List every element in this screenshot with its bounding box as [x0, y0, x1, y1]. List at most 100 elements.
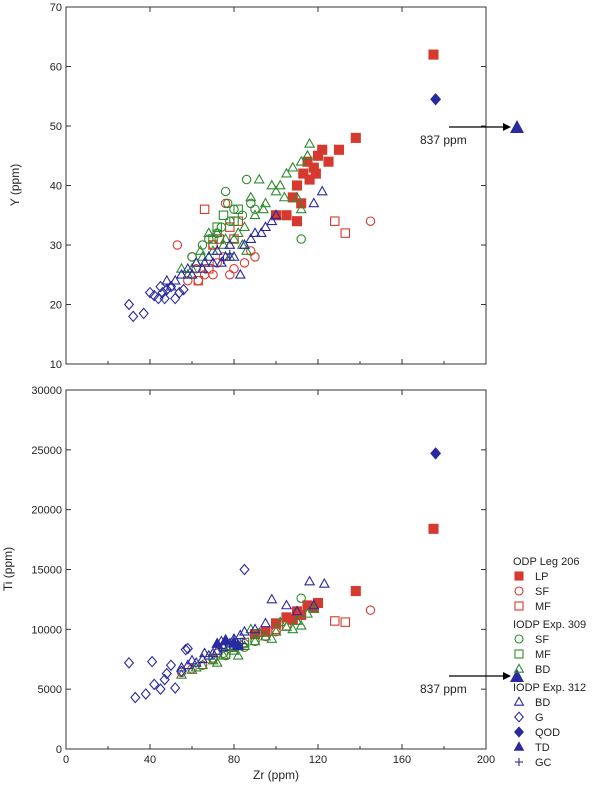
top-point-iodp-exp-312-qod: [430, 92, 442, 106]
bottom-point-iodp-exp-309-bd: [217, 649, 230, 660]
top-point-iodp-exp-309-sf: [296, 234, 306, 244]
top-point-odp-leg-206-sf: [229, 264, 239, 274]
bottom-x-tick-label: 40: [144, 754, 156, 766]
bottom-point-iodp-exp-312-g: [146, 655, 158, 668]
top-point-iodp-exp-309-mf: [212, 222, 222, 232]
top-point-odp-leg-206-lp: [304, 174, 315, 185]
bottom-x-tick-label: 0: [63, 754, 69, 766]
top-point-odp-leg-206-mf: [193, 275, 204, 286]
top-point-odp-leg-206-lp: [317, 144, 328, 155]
y-vs-zr-panel: 10 20 30 40 50 60 70 Y (ppm) 837 ppm: [8, 2, 524, 371]
top-point-iodp-exp-312-bd: [207, 256, 219, 267]
top-point-odp-leg-206-sf: [225, 269, 235, 280]
bottom-point-iodp-exp-312-bd: [266, 593, 278, 604]
top-point-iodp-exp-312-g: [149, 289, 160, 302]
ti-vs-zr-panel: 0 40 80 120 160 200 0 5000 10000 15000 20000 25000 3…: [1, 385, 524, 782]
top-point-iodp-exp-309-bd: [287, 161, 299, 172]
legend-marker-lp: [514, 571, 524, 581]
top-point-iodp-exp-312-bd: [238, 239, 251, 249]
bottom-point-iodp-exp-312-g: [161, 667, 172, 680]
bottom-td-marker: [510, 669, 524, 682]
legend-item-label: SF: [535, 586, 549, 598]
bottom-point-iodp-exp-312-gc: [229, 634, 239, 644]
top-point-odp-leg-206-sf: [172, 240, 183, 250]
bottom-point-iodp-exp-309-bd: [249, 635, 261, 646]
top-y-tick-label: 40: [50, 181, 62, 193]
legend-marker-td: [513, 741, 525, 751]
top-point-iodp-exp-309-bd: [228, 233, 240, 243]
top-y-axis-label: Y (ppm): [8, 164, 22, 206]
bottom-y-tick-label: 20000: [31, 505, 62, 517]
top-point-odp-leg-206-lp: [287, 192, 298, 203]
top-point-iodp-exp-312-bd: [255, 227, 267, 238]
bottom-point-iodp-exp-312-g: [239, 563, 250, 576]
bottom-point-iodp-exp-312-bd: [207, 647, 219, 658]
top-point-iodp-exp-309-sf: [220, 186, 231, 197]
top-point-odp-leg-206-lp: [302, 156, 313, 167]
bottom-point-iodp-exp-312-bd: [203, 649, 215, 660]
bottom-point-iodp-exp-309-bd: [287, 623, 299, 634]
top-point-iodp-exp-312-bd: [224, 239, 236, 249]
top-point-iodp-exp-309-bd: [280, 167, 293, 178]
bottom-point-iodp-exp-312-bd: [238, 625, 251, 636]
bottom-point-iodp-exp-312-bd: [199, 647, 211, 658]
top-point-iodp-exp-309-bd: [217, 239, 230, 249]
top-y-tick-label: 10: [50, 359, 62, 371]
bottom-point-iodp-exp-312-bd: [182, 659, 194, 670]
top-point-iodp-exp-309-bd: [249, 209, 261, 220]
bottom-point-odp-leg-206-sf: [365, 605, 376, 615]
top-point-odp-leg-206-sf: [220, 198, 231, 209]
bottom-point-iodp-exp-312-td: [211, 637, 224, 648]
bottom-point-iodp-exp-312-bd: [280, 599, 293, 610]
top-point-iodp-exp-309-bd: [295, 203, 307, 214]
top-point-iodp-exp-312-bd: [228, 250, 240, 261]
legend-group-title: IODP Exp. 312: [513, 682, 586, 694]
bottom-point-iodp-exp-312-bd: [249, 623, 261, 634]
top-point-odp-leg-206-lp: [310, 168, 321, 179]
top-point-iodp-exp-309-bd: [203, 227, 215, 238]
top-point-iodp-exp-312-bd: [186, 268, 198, 279]
bottom-point-iodp-exp-309-bd: [207, 654, 219, 665]
top-point-iodp-exp-312-bd: [182, 262, 194, 273]
bottom-axis-ticks: 0 40 80 120 160 200 0 5000 10000 15000 20000 25000 3…: [31, 385, 495, 766]
bottom-point-iodp-exp-309-bd: [280, 620, 293, 631]
top-point-iodp-exp-309-bd: [259, 197, 272, 208]
top-point-odp-leg-206-lp: [291, 180, 303, 191]
legend-marker-sf: [514, 634, 524, 644]
top-point-odp-leg-206-sf: [239, 258, 250, 268]
top-point-iodp-exp-312-bd: [190, 256, 202, 267]
top-point-iodp-exp-312-bd: [196, 262, 209, 273]
bottom-point-iodp-exp-312-gc: [217, 644, 226, 653]
bottom-point-iodp-exp-312-g: [165, 659, 177, 672]
top-point-iodp-exp-312-bd: [169, 274, 181, 285]
legend: ODP Leg 206 LP SF MF IODP Exp. 309 SF MF BD IODP…: [513, 556, 586, 769]
bottom-point-iodp-exp-309-sf: [296, 593, 306, 603]
top-point-odp-leg-206-mf: [340, 228, 351, 238]
bottom-point-iodp-exp-309-bd: [190, 661, 202, 672]
bottom-point-iodp-exp-312-g: [140, 688, 151, 700]
bottom-point-iodp-exp-309-bd: [232, 649, 244, 660]
top-point-iodp-exp-309-sf: [250, 204, 260, 215]
top-point-iodp-exp-309-mf: [233, 204, 243, 215]
bottom-point-iodp-exp-312-bd: [186, 654, 198, 665]
bottom-y-tick-label: 30000: [31, 385, 62, 397]
bottom-data-points: [123, 447, 442, 704]
legend-marker-mf: [514, 601, 524, 611]
bottom-point-iodp-exp-309-bd: [266, 632, 278, 643]
top-point-iodp-exp-312-g: [165, 280, 177, 293]
legend-marker-mf: [514, 649, 524, 659]
bottom-point-iodp-exp-312-g: [130, 691, 141, 704]
bottom-x-axis-label: Zr (ppm): [253, 768, 299, 782]
bottom-y-tick-label: 10000: [31, 624, 62, 636]
top-point-iodp-exp-309-sf: [241, 174, 252, 185]
top-td-marker: [510, 120, 524, 133]
top-point-odp-leg-206-lp: [296, 198, 307, 209]
legend-item-label: BD: [535, 697, 550, 709]
top-y-tick-label: 60: [50, 62, 62, 74]
top-point-odp-leg-206-lp: [323, 156, 334, 167]
top-point-iodp-exp-309-sf: [187, 252, 197, 262]
legend-marker-qod: [514, 726, 524, 738]
top-point-iodp-exp-309-bd: [194, 245, 206, 255]
top-point-odp-leg-206-sf: [246, 246, 256, 256]
top-point-odp-leg-206-lp: [350, 132, 361, 143]
